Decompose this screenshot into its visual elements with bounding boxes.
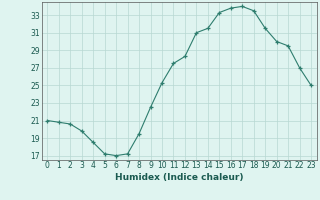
X-axis label: Humidex (Indice chaleur): Humidex (Indice chaleur) <box>115 173 244 182</box>
